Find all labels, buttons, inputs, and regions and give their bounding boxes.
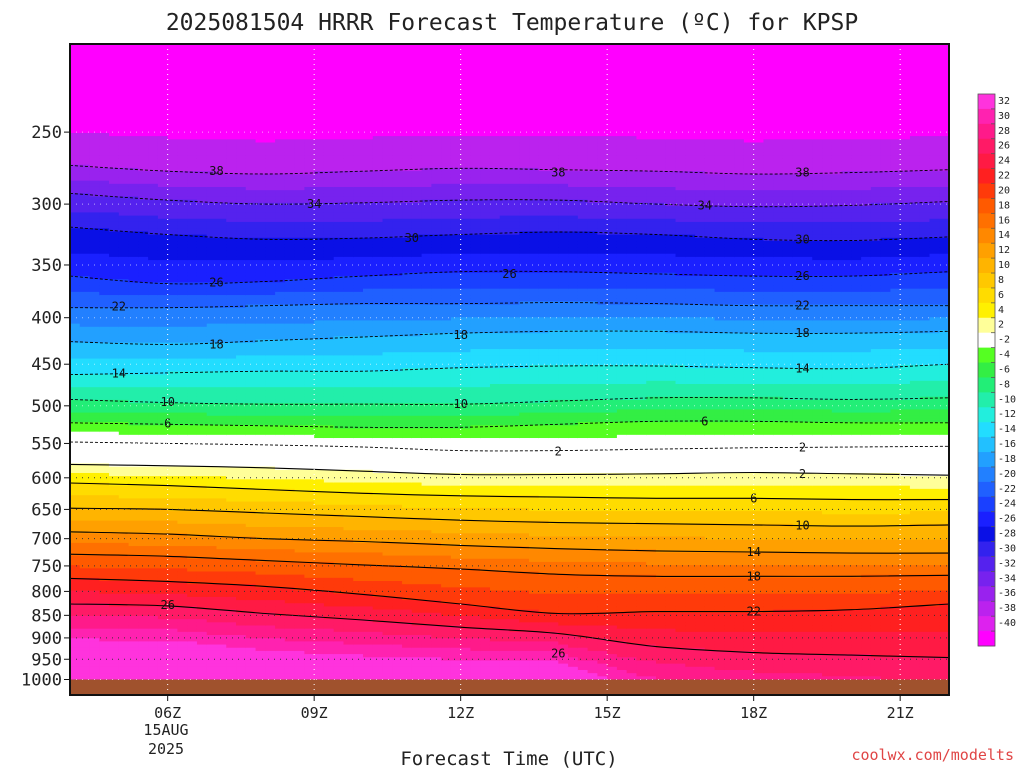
chart-title: 2025081504 HRRR Forecast Temperature (ºC… [166,10,858,36]
